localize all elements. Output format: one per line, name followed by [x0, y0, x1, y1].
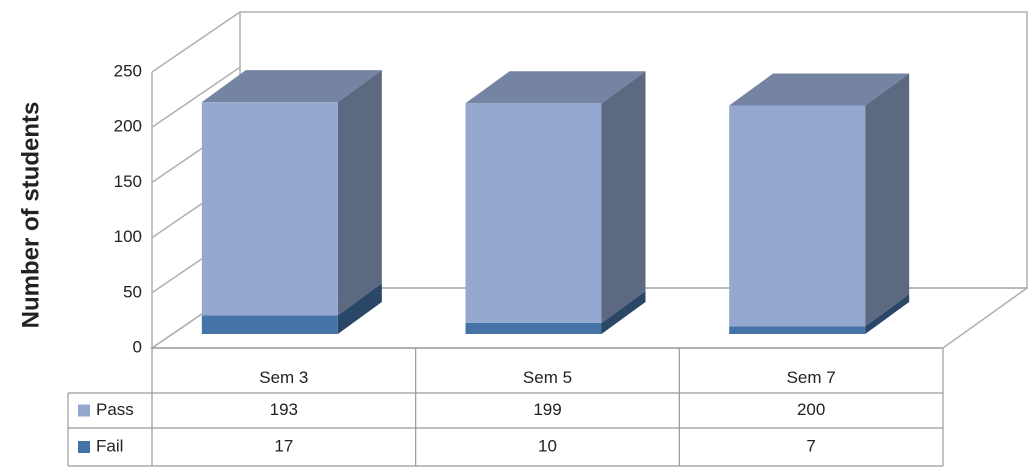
y-tick-label: 250 [114, 61, 142, 80]
bar-side [337, 283, 382, 334]
table-value: 10 [538, 436, 557, 455]
bar [201, 102, 338, 316]
bar-side [337, 70, 382, 316]
grid-line [151, 66, 241, 128]
bar [465, 103, 602, 323]
legend-swatch [78, 404, 90, 417]
y-tick-label: 0 [133, 337, 142, 356]
legend-label: Pass [96, 400, 134, 419]
legend-swatch [78, 441, 90, 453]
bar-side [865, 294, 910, 334]
y-tick-label: 50 [123, 282, 142, 301]
bar [729, 326, 866, 334]
grid-line [151, 11, 241, 73]
table-value: 200 [797, 400, 825, 419]
bar [465, 322, 602, 334]
y-tick-label: 200 [114, 117, 142, 136]
table-value: 193 [270, 400, 298, 419]
bar-side [601, 290, 646, 334]
x-tick-label: Sem 3 [259, 368, 308, 387]
legend-label: Fail [96, 436, 123, 455]
bar-top [729, 73, 910, 106]
bar-side [865, 73, 910, 327]
table-value: 7 [806, 436, 815, 455]
bar-top [465, 71, 646, 104]
table-value: 17 [274, 436, 293, 455]
y-tick-label: 100 [114, 227, 142, 246]
bar-side [601, 71, 646, 323]
bar [729, 105, 866, 327]
bar-top [201, 70, 382, 103]
bar [201, 315, 338, 334]
x-tick-label: Sem 7 [787, 368, 836, 387]
y-tick-label: 150 [114, 172, 142, 191]
table-value: 199 [533, 400, 561, 419]
y-axis-title: Number of students [17, 102, 44, 329]
x-tick-label: Sem 5 [523, 368, 572, 387]
